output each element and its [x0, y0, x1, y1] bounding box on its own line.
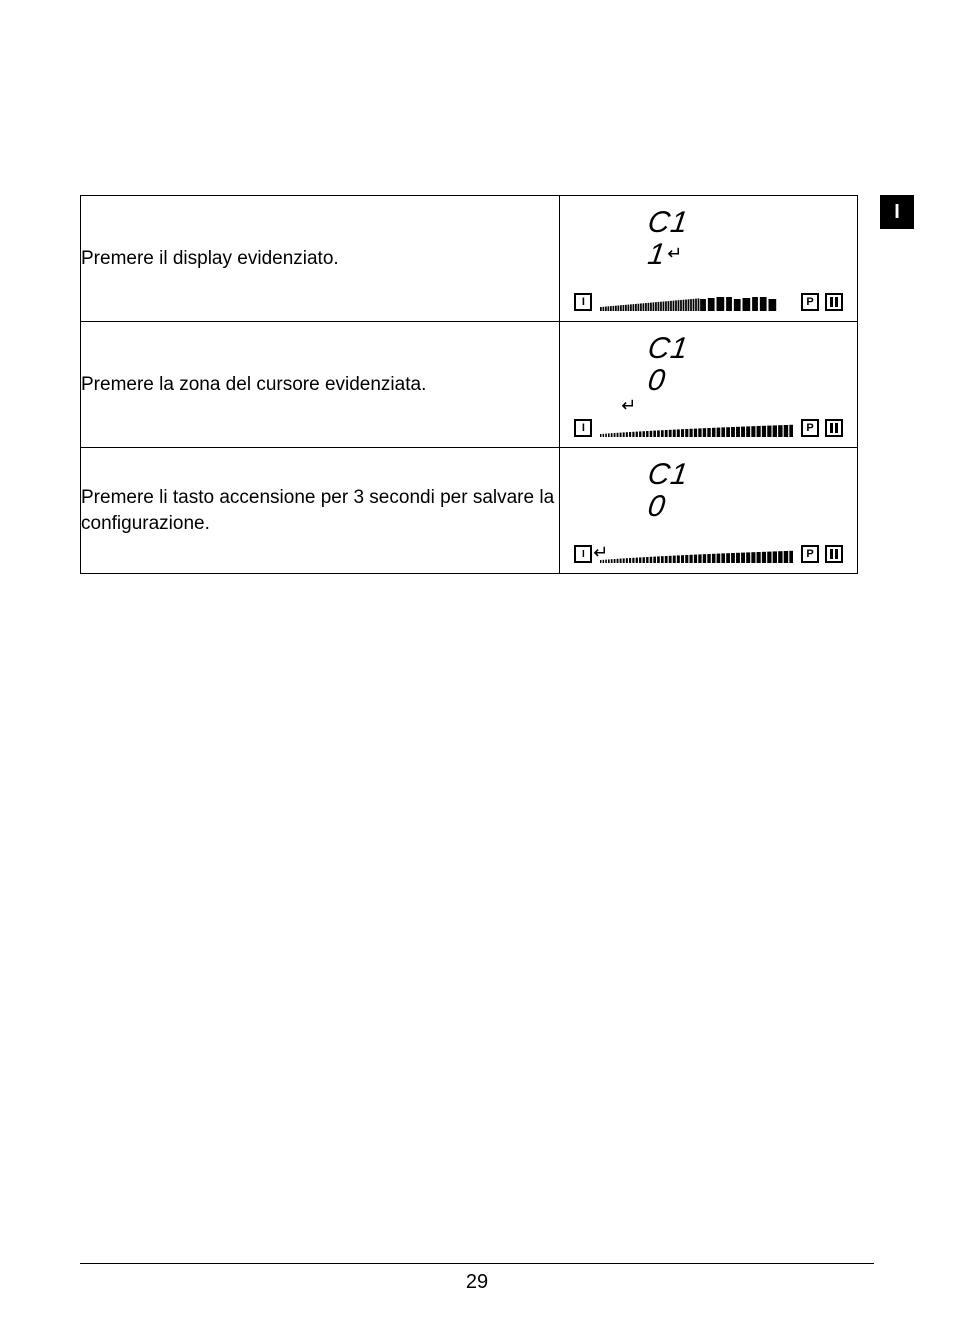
- table-row: Premere il display evidenziato. C1 1 I P: [81, 196, 858, 322]
- instruction-table: Premere il display evidenziato. C1 1 I P…: [80, 195, 858, 574]
- p-label: P: [806, 422, 813, 434]
- seg7-top: C1: [648, 206, 688, 240]
- side-tab-label: I: [894, 201, 900, 224]
- instruction-text: Premere il display evidenziato.: [81, 248, 339, 269]
- p-button-box[interactable]: P: [801, 293, 819, 311]
- pause-icon: [830, 549, 838, 559]
- page: I Premere il display evidenziato. C1 1 I…: [0, 0, 954, 1344]
- instruction-text: Premere li tasto accensione per 3 second…: [81, 487, 554, 534]
- seg7-mid: 0: [648, 490, 666, 524]
- seg7-mid: 0: [648, 364, 666, 398]
- pause-button-box[interactable]: [825, 293, 843, 311]
- power-button-box[interactable]: I: [574, 419, 592, 437]
- power-slider[interactable]: [600, 293, 793, 311]
- side-tab: I: [880, 195, 914, 229]
- pause-icon: [830, 423, 838, 433]
- power-label: I: [582, 549, 585, 560]
- p-label: P: [806, 548, 813, 560]
- instruction-text-cell: Premere il display evidenziato.: [81, 196, 560, 322]
- pause-icon: [830, 297, 838, 307]
- power-button-box[interactable]: I: [574, 545, 592, 563]
- page-number: 29: [0, 1271, 954, 1294]
- power-slider[interactable]: [600, 419, 793, 437]
- instruction-text-cell: Premere li tasto accensione per 3 second…: [81, 448, 560, 574]
- diagram-cell: C1 1 I P: [560, 196, 858, 322]
- power-button-box[interactable]: I: [574, 293, 592, 311]
- p-label: P: [806, 296, 813, 308]
- power-label: I: [582, 422, 585, 434]
- p-button-box[interactable]: P: [801, 545, 819, 563]
- seg7-top: C1: [648, 458, 688, 492]
- pause-button-box[interactable]: [825, 419, 843, 437]
- table-row: Premere li tasto accensione per 3 second…: [81, 448, 858, 574]
- power-label: I: [582, 296, 585, 308]
- control-bar: I P: [574, 541, 843, 563]
- pause-button-box[interactable]: [825, 545, 843, 563]
- diagram-cell: C1 0 I P: [560, 322, 858, 448]
- diagram-cell: C1 0 I P: [560, 448, 858, 574]
- power-slider[interactable]: [600, 545, 793, 563]
- table-row: Premere la zona del cursore evidenziata.…: [81, 322, 858, 448]
- footer-rule: [80, 1263, 874, 1264]
- p-button-box[interactable]: P: [801, 419, 819, 437]
- instruction-text: Premere la zona del cursore evidenziata.: [81, 374, 426, 395]
- seg7-top: C1: [648, 332, 688, 366]
- control-bar: I P: [574, 289, 843, 311]
- instruction-text-cell: Premere la zona del cursore evidenziata.: [81, 322, 560, 448]
- control-bar: I P: [574, 415, 843, 437]
